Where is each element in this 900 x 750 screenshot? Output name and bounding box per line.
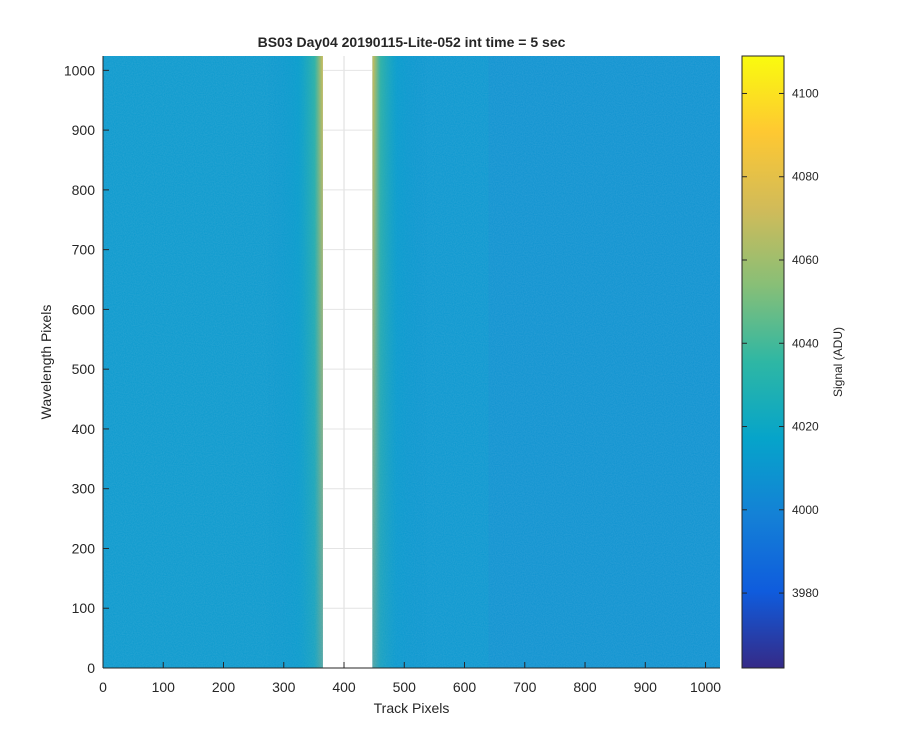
y-tick-label: 900 (72, 122, 96, 138)
plot-area (103, 56, 720, 668)
colorbar-gradient (741, 55, 785, 669)
colorbar-tick-label: 4080 (792, 170, 819, 184)
x-tick-label: 500 (393, 679, 417, 695)
y-tick-label: 100 (72, 600, 96, 616)
x-tick-label: 400 (332, 679, 356, 695)
y-tick-label: 0 (87, 660, 95, 676)
y-tick-label: 600 (72, 301, 96, 317)
y-tick-label: 700 (72, 242, 96, 258)
colorbar-tick-label: 4040 (792, 336, 819, 350)
x-tick-label: 0 (99, 679, 107, 695)
x-tick-label: 600 (453, 679, 477, 695)
x-tick-label: 300 (272, 679, 296, 695)
y-tick-label: 800 (72, 182, 96, 198)
colorbar-tick-label: 3980 (792, 586, 819, 600)
colorbar-tick-label: 4020 (792, 420, 819, 434)
x-tick-label: 900 (634, 679, 658, 695)
colorbar-tick-label: 4060 (792, 253, 819, 267)
x-tick-label: 1000 (690, 679, 721, 695)
y-tick-label: 200 (72, 540, 96, 556)
y-axis-label: Wavelength Pixels (38, 305, 54, 420)
colorbar: 3980 4000 4020 4040 4060 4080 4100 (741, 55, 819, 669)
chart-title: BS03 Day04 20190115-Lite-052 int time = … (258, 34, 566, 50)
right-edge-glow (372, 56, 428, 668)
y-tick-label: 500 (72, 361, 96, 377)
left-edge-glow (267, 56, 323, 668)
colorbar-tick-label: 4000 (792, 503, 819, 517)
y-tick-label: 1000 (64, 62, 95, 78)
x-axis-label: Track Pixels (374, 700, 450, 716)
x-tick-label: 800 (573, 679, 597, 695)
colorbar-tick-label: 4100 (792, 86, 819, 100)
axes: 0 100 200 300 400 500 600 700 800 900 1000 0 100 200 3… (64, 56, 721, 695)
y-tick-label: 300 (72, 481, 96, 497)
x-tick-label: 700 (513, 679, 537, 695)
colorbar-label: Signal (ADU) (831, 327, 845, 397)
masked-slit-region (322, 56, 373, 668)
x-tick-label: 100 (152, 679, 176, 695)
y-tick-label: 400 (72, 421, 96, 437)
x-tick-label: 200 (212, 679, 236, 695)
